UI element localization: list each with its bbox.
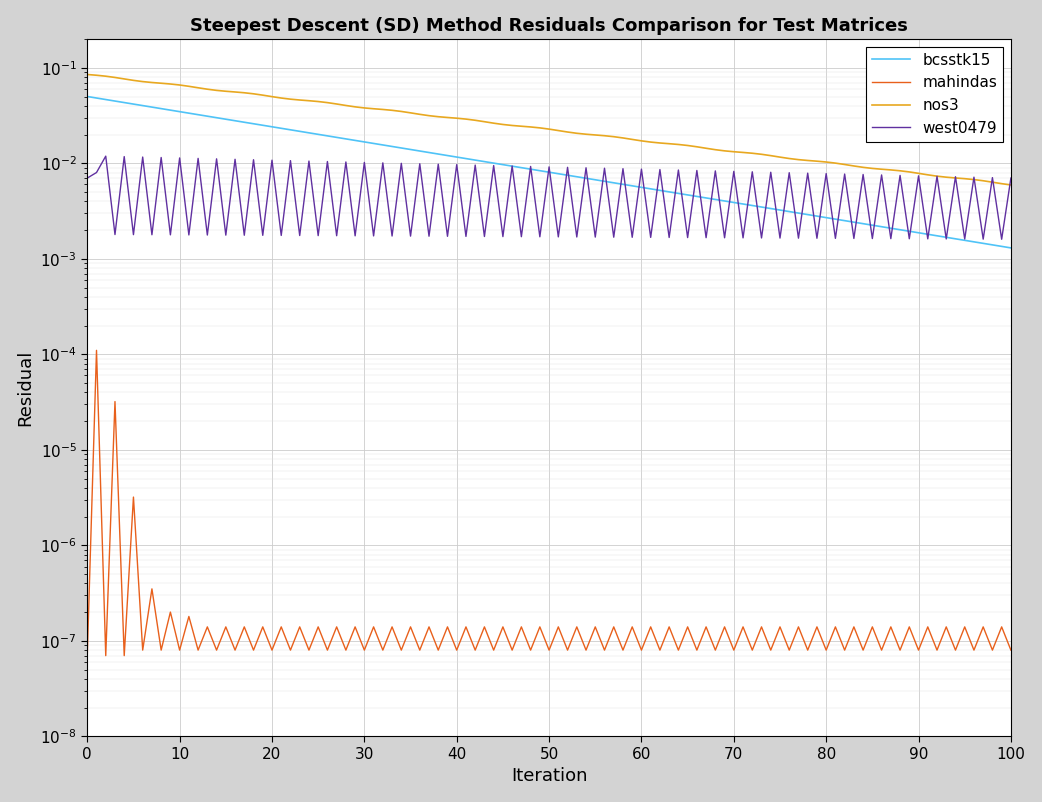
west0479 bbox=[783, 168, 795, 177]
mahindas bbox=[1004, 646, 1017, 655]
bcsstk15 bbox=[505, 161, 518, 171]
bcsstk15 bbox=[774, 205, 787, 215]
mahindas bbox=[737, 622, 749, 632]
Line: mahindas: mahindas bbox=[88, 350, 1011, 656]
west0479 bbox=[1004, 173, 1017, 183]
nos3 bbox=[727, 147, 740, 156]
bcsstk15 bbox=[312, 130, 324, 140]
mahindas bbox=[91, 346, 103, 355]
west0479 bbox=[155, 152, 168, 162]
bcsstk15 bbox=[1004, 243, 1017, 253]
nos3 bbox=[1004, 180, 1017, 190]
bcsstk15 bbox=[636, 183, 648, 192]
bcsstk15 bbox=[81, 91, 94, 101]
nos3 bbox=[81, 70, 94, 79]
nos3 bbox=[312, 97, 324, 107]
X-axis label: Iteration: Iteration bbox=[511, 768, 588, 785]
bcsstk15 bbox=[146, 103, 158, 112]
west0479 bbox=[99, 152, 111, 161]
mahindas bbox=[644, 622, 656, 632]
mahindas bbox=[783, 646, 795, 655]
nos3 bbox=[505, 120, 518, 130]
nos3 bbox=[146, 78, 158, 87]
Line: nos3: nos3 bbox=[88, 75, 1011, 185]
Title: Steepest Descent (SD) Method Residuals Comparison for Test Matrices: Steepest Descent (SD) Method Residuals C… bbox=[190, 17, 908, 34]
mahindas bbox=[81, 651, 94, 661]
Y-axis label: Residual: Residual bbox=[17, 350, 34, 426]
west0479 bbox=[515, 232, 527, 241]
bcsstk15 bbox=[727, 197, 740, 207]
Legend: bcsstk15, mahindas, nos3, west0479: bcsstk15, mahindas, nos3, west0479 bbox=[866, 47, 1003, 142]
mahindas bbox=[515, 622, 527, 632]
west0479 bbox=[644, 233, 656, 242]
Line: bcsstk15: bcsstk15 bbox=[88, 96, 1011, 248]
nos3 bbox=[636, 136, 648, 146]
west0479 bbox=[321, 156, 333, 166]
west0479 bbox=[995, 234, 1008, 244]
mahindas bbox=[155, 646, 168, 655]
mahindas bbox=[321, 646, 333, 655]
west0479 bbox=[81, 173, 94, 183]
west0479 bbox=[737, 233, 749, 243]
nos3 bbox=[774, 152, 787, 162]
Line: west0479: west0479 bbox=[88, 156, 1011, 239]
